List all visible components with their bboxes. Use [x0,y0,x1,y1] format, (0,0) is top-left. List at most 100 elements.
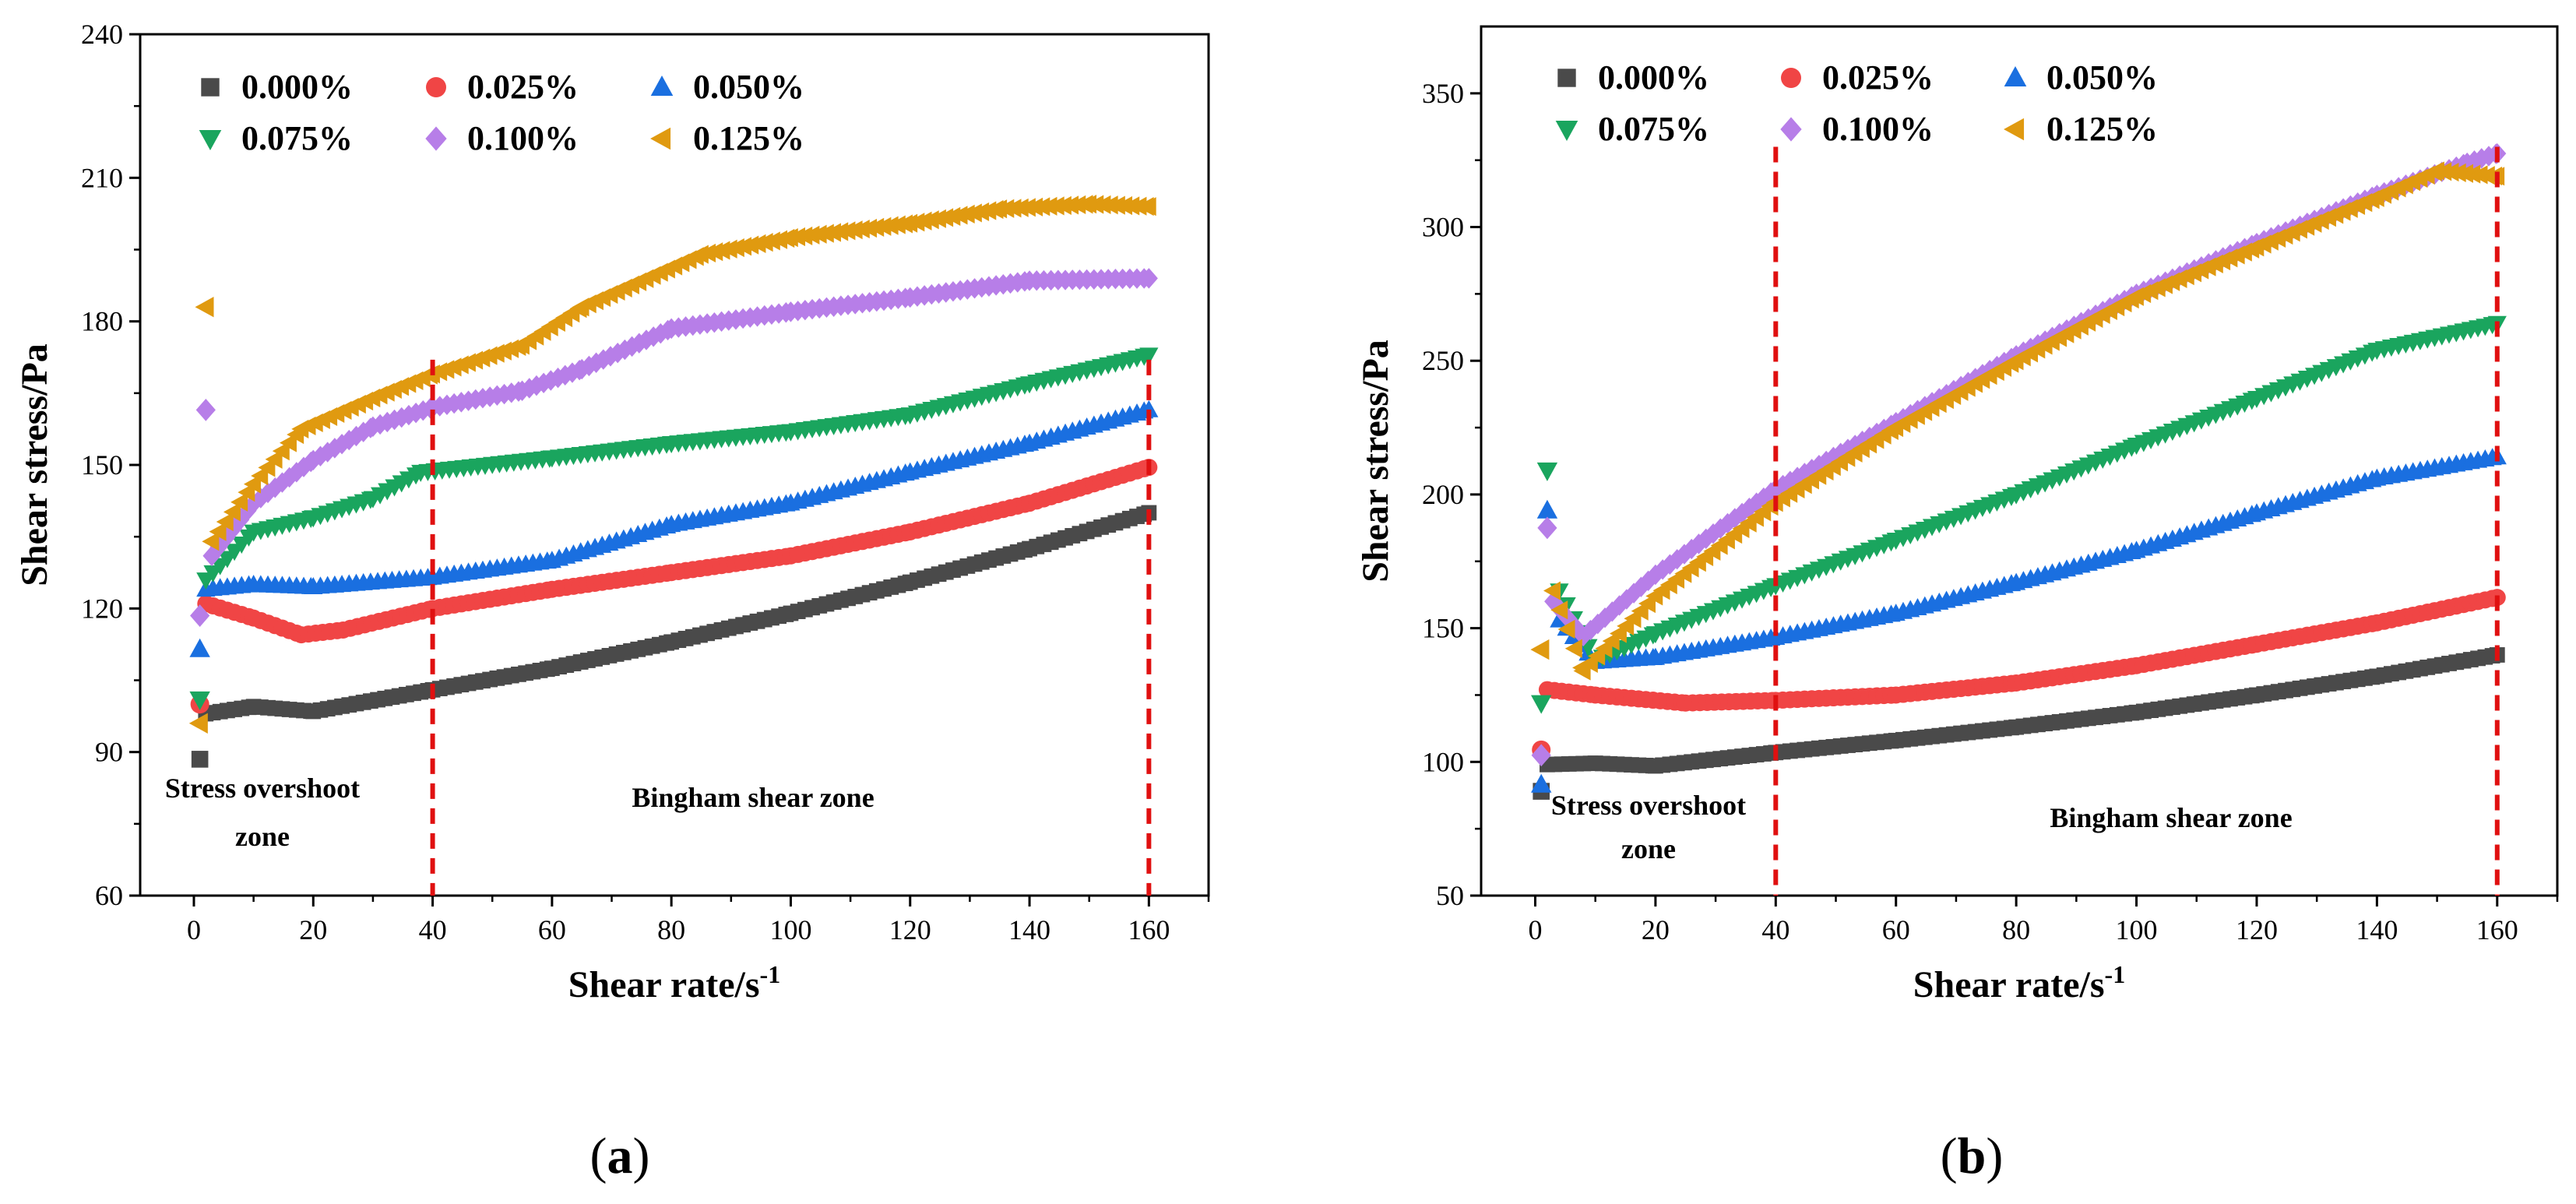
data-point [741,235,759,255]
data-point-outlier [191,751,209,768]
series-0.100% [190,268,1158,627]
data-point [713,241,730,260]
chart-panel-b: 0 20 40 60 80 100 120 140 160 50 100 150 200 250 300 35… [1355,25,2559,1185]
data-point [1631,576,1650,597]
data-point [594,349,613,370]
data-point-outlier [1531,773,1552,793]
y-axis-label: Shear stress/Pa [1355,340,1396,583]
data-point [1810,454,1828,476]
data-point [914,211,932,231]
plot-frame [1480,25,2559,897]
data-point [957,204,975,224]
legend-marker [425,126,447,151]
data-point [340,429,358,451]
data-point [720,239,737,259]
x-tick-label: 120 [2236,914,2278,945]
y-tick-label: 150 [81,449,123,481]
series-0.125% [1530,161,2505,681]
zone-annotation: Bingham shear zone [632,782,874,813]
data-point [1610,595,1629,616]
data-point [1660,554,1679,575]
data-point-outlier [1530,639,1550,660]
data-point [950,206,968,225]
data-point [748,234,766,253]
series-0.050% [189,400,1159,657]
legend-marker [650,76,674,97]
x-tick-label: 40 [1761,914,1789,945]
legend-marker [2004,66,2027,87]
data-point-outlier [195,297,214,318]
data-point [216,512,234,532]
series-0.000% [191,505,1157,768]
legend-label: 0.125% [2046,110,2158,148]
data-point [795,226,813,246]
panel-label: (b) [1941,1128,2004,1185]
data-point [921,210,939,230]
data-point [364,416,382,438]
data-point-outlier [1537,516,1557,540]
data-point [845,220,863,240]
data-point [1788,466,1807,488]
data-point [1846,435,1864,456]
data-point [1747,492,1766,513]
data-point [755,233,773,252]
legend-label: 0.100% [467,119,579,157]
x-tick-label: 100 [2116,914,2158,945]
data-point [936,208,954,227]
data-point [243,474,261,494]
y-tick-label: 240 [81,19,123,50]
data-point [579,355,598,377]
data-point [1766,478,1785,500]
x-axis-label: Shear rate/s-1 [1913,960,2125,1005]
zone-annotation: zone [1621,833,1676,864]
data-point [251,466,269,486]
legend-label: 0.025% [467,68,579,106]
data-point [378,411,396,433]
x-tick-label: 80 [2002,914,2030,945]
data-point [816,224,834,243]
data-point [520,378,539,399]
x-tick-label: 40 [419,914,447,945]
data-point [326,438,344,459]
data-point [587,352,606,373]
x-tick-label: 120 [889,914,931,945]
data-point [2472,148,2491,169]
data-point [780,228,798,248]
data-point [867,217,885,237]
x-tick-label: 80 [657,914,685,945]
data-point [1139,400,1159,417]
y-tick-label: 200 [1422,479,1464,510]
data-point [838,221,856,241]
data-point [280,466,299,488]
x-axis-label: Shear rate/s-1 [568,960,780,1005]
data-point [1139,268,1158,289]
x-tick-label: 60 [1882,914,1910,945]
legend-marker [201,78,220,97]
data-point [788,227,806,247]
y-tick-label: 210 [81,162,123,193]
data-point [1557,619,1575,639]
x-tick-label: 20 [299,914,327,945]
legend-marker [1780,117,1802,142]
zone-annotation: Stress overshoot [165,773,360,804]
data-point-outlier [1531,744,1551,767]
data-point [770,230,788,249]
data-point [1704,523,1723,544]
x-tick-label: 140 [2356,914,2398,945]
x-tick-label: 0 [187,914,201,945]
legend-marker [199,129,222,150]
data-point [318,442,337,463]
data-point [1874,418,1893,439]
y-tick-label: 100 [1422,746,1464,777]
data-point [1139,347,1159,365]
series-0.075% [1531,315,2507,714]
series-0.050% [1531,447,2507,793]
y-tick-label: 350 [1422,78,1464,109]
legend-label: 0.025% [1822,58,1934,97]
data-point [907,213,925,232]
zone-annotation: Bingham shear zone [2050,802,2292,833]
x-tick-label: 0 [1528,914,1542,945]
data-point [874,217,892,236]
data-point-outlier [188,713,208,734]
